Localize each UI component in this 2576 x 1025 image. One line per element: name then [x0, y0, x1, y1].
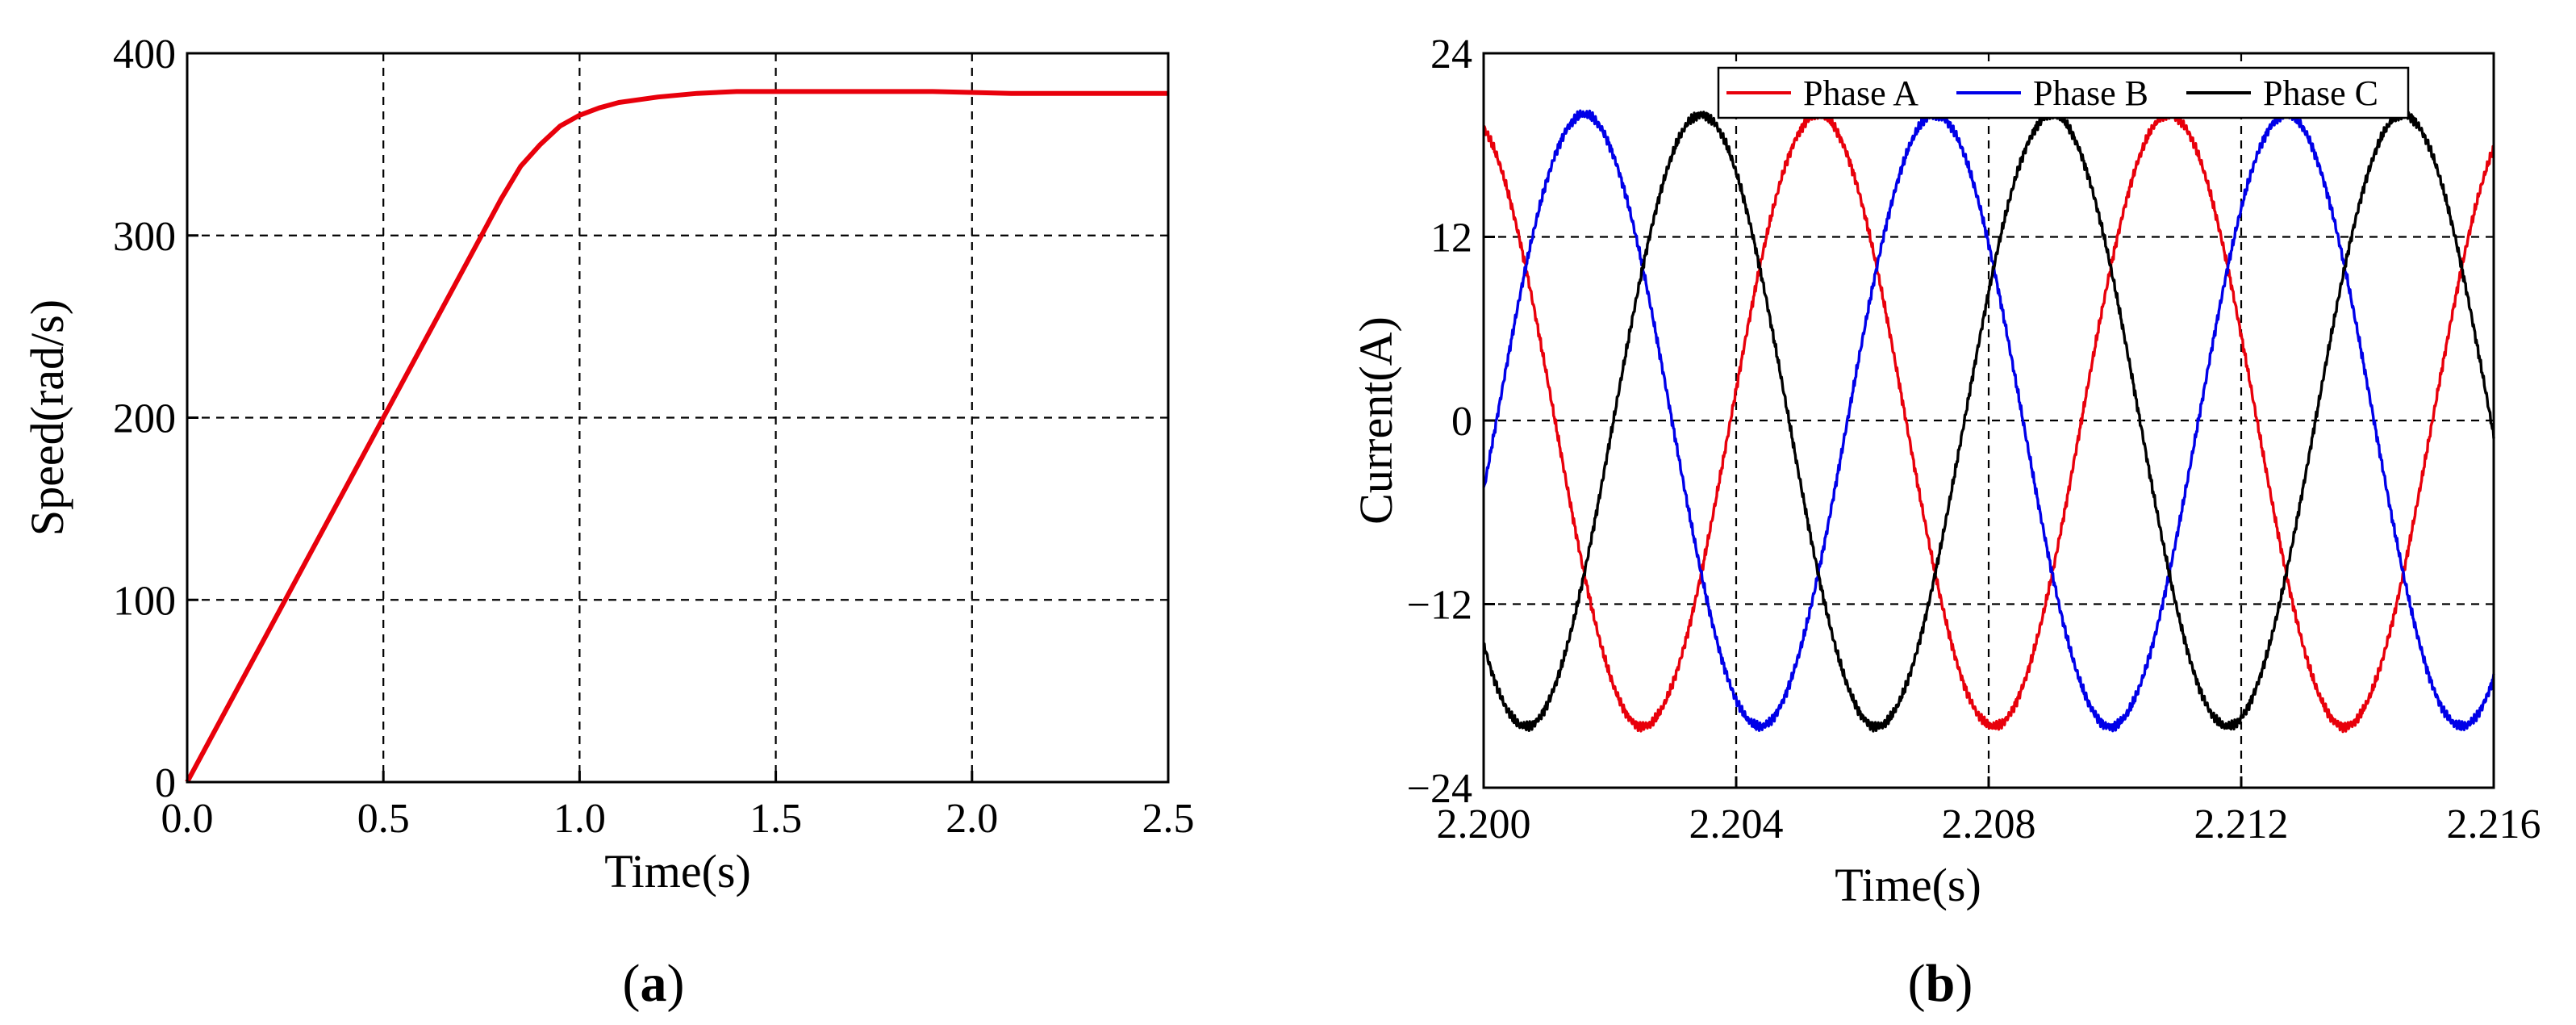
current-x-tick-label: 2.216	[2447, 801, 2541, 847]
current-y-tick-label: 0	[1451, 399, 1472, 445]
legend-entry-label: Phase C	[2263, 73, 2378, 113]
speed-y-tick-label: 400	[113, 31, 176, 77]
current-y-tick-label: −12	[1407, 583, 1472, 629]
speed-x-axis-label: Time(s)	[604, 845, 751, 897]
panel-a-letter: a	[641, 954, 667, 1013]
current-x-tick-label: 2.204	[1689, 801, 1784, 847]
speed-x-tick-label: 0.0	[161, 796, 214, 842]
speed-y-tick-label: 300	[113, 214, 176, 260]
current-series-line-0	[1482, 107, 2495, 734]
speed-y-tick-label: 200	[113, 396, 176, 442]
speed-x-tick-label: 0.5	[357, 796, 410, 842]
panel-a-label: (a)	[623, 954, 685, 1013]
speed-y-tick-label: 100	[113, 578, 176, 624]
panel-b-letter: b	[1926, 954, 1956, 1013]
speed-x-tick-label: 2.0	[946, 796, 998, 842]
current-series-line-2	[1482, 107, 2495, 733]
current-chart: 2.200 2.204 2.208 2.212 2.216 24 12 0 −12 −24 Tim…	[1350, 31, 2541, 1013]
legend-entry-label: Phase B	[2033, 73, 2148, 113]
current-y-tick-label: 12	[1430, 215, 1472, 261]
speed-y-axis-label: Speed(rad/s)	[21, 299, 73, 536]
current-series-line-1	[1482, 108, 2495, 733]
current-x-tick-label: 2.200	[1437, 801, 1531, 847]
current-y-tick-label: 24	[1430, 31, 1472, 77]
current-x-axis-label: Time(s)	[1835, 859, 1981, 911]
current-tick-labels: 2.200 2.204 2.208 2.212 2.216 24 12 0 −12 −24	[1407, 31, 2541, 847]
current-grid	[1484, 53, 2494, 788]
legend-box	[1717, 66, 2410, 119]
legend-entry-label: Phase A	[1803, 73, 1918, 113]
speed-tick-labels: 0.0 0.5 1.0 1.5 2.0 2.5 0 100 200 300 400	[113, 31, 1195, 842]
speed-grid	[187, 53, 1168, 782]
current-y-axis-label: Current(A)	[1350, 316, 1402, 525]
speed-x-tick-label: 2.5	[1142, 796, 1195, 842]
speed-x-tick-label: 1.5	[749, 796, 802, 842]
panel-b-label: (b)	[1908, 954, 1973, 1013]
current-series-group	[1482, 107, 2495, 734]
speed-series-line-0	[185, 89, 1168, 784]
current-legend: Phase A Phase B Phase C	[1717, 66, 2410, 119]
current-x-tick-label: 2.208	[1942, 801, 2036, 847]
current-x-tick-label: 2.212	[2194, 801, 2289, 847]
speed-y-tick-label: 0	[155, 760, 176, 806]
speed-x-tick-label: 1.0	[553, 796, 606, 842]
speed-series-group	[185, 89, 1168, 784]
current-y-tick-label: −24	[1407, 766, 1472, 812]
